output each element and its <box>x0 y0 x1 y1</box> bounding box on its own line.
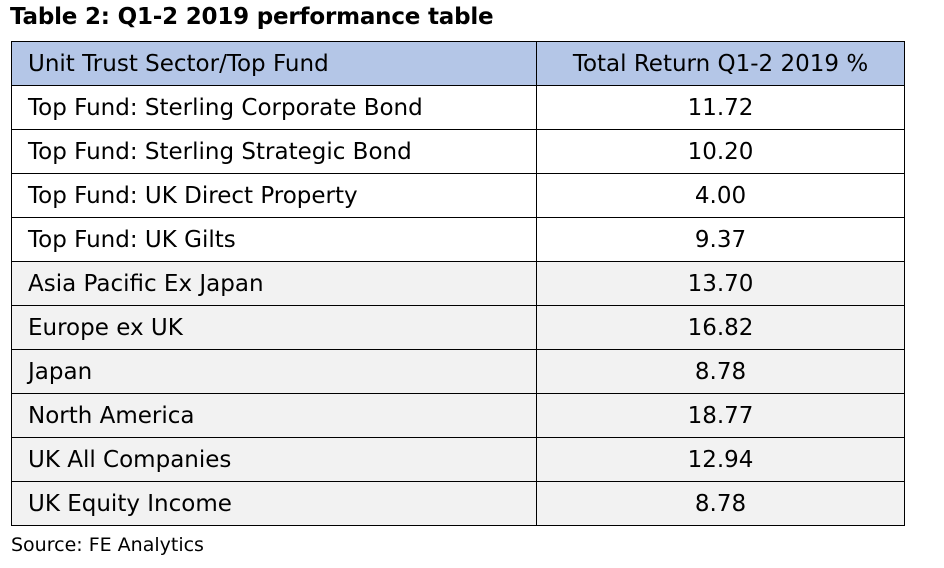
sector-cell: UK All Companies <box>11 437 537 482</box>
total-return-cell: 11.72 <box>536 85 905 130</box>
table-caption: Table 2: Q1-2 2019 performance table <box>10 4 494 30</box>
table-row: Japan 8.78 <box>11 349 905 394</box>
sector-cell: Europe ex UK <box>11 305 537 350</box>
sector-cell: North America <box>11 393 537 438</box>
sector-cell: Asia Pacific Ex Japan <box>11 261 537 306</box>
table-row: Top Fund: UK Direct Property 4.00 <box>11 173 905 218</box>
table-row: North America 18.77 <box>11 393 905 438</box>
table-row: UK Equity Income 8.78 <box>11 481 905 526</box>
performance-table: Unit Trust Sector/Top Fund Total Return … <box>11 41 905 526</box>
sector-cell: Top Fund: Sterling Corporate Bond <box>11 85 537 130</box>
total-return-cell: 16.82 <box>536 305 905 350</box>
table-row: Europe ex UK 16.82 <box>11 305 905 350</box>
column-header-total-return: Total Return Q1-2 2019 % <box>536 41 905 86</box>
table-header-row: Unit Trust Sector/Top Fund Total Return … <box>11 41 905 86</box>
total-return-cell: 4.00 <box>536 173 905 218</box>
sector-cell: UK Equity Income <box>11 481 537 526</box>
table-row: UK All Companies 12.94 <box>11 437 905 482</box>
table-row: Top Fund: UK Gilts 9.37 <box>11 217 905 262</box>
table-body: Top Fund: Sterling Corporate Bond 11.72 To… <box>11 85 905 526</box>
table-row: Asia Pacific Ex Japan 13.70 <box>11 261 905 306</box>
total-return-cell: 10.20 <box>536 129 905 174</box>
sector-cell: Top Fund: UK Direct Property <box>11 173 537 218</box>
sector-cell: Top Fund: UK Gilts <box>11 217 537 262</box>
sector-cell: Top Fund: Sterling Strategic Bond <box>11 129 537 174</box>
sector-cell: Japan <box>11 349 537 394</box>
total-return-cell: 8.78 <box>536 481 905 526</box>
total-return-cell: 18.77 <box>536 393 905 438</box>
column-header-sector: Unit Trust Sector/Top Fund <box>11 41 537 86</box>
source-note: Source: FE Analytics <box>11 534 204 556</box>
total-return-cell: 13.70 <box>536 261 905 306</box>
table-row: Top Fund: Sterling Corporate Bond 11.72 <box>11 85 905 130</box>
total-return-cell: 8.78 <box>536 349 905 394</box>
total-return-cell: 9.37 <box>536 217 905 262</box>
total-return-cell: 12.94 <box>536 437 905 482</box>
table-row: Top Fund: Sterling Strategic Bond 10.20 <box>11 129 905 174</box>
